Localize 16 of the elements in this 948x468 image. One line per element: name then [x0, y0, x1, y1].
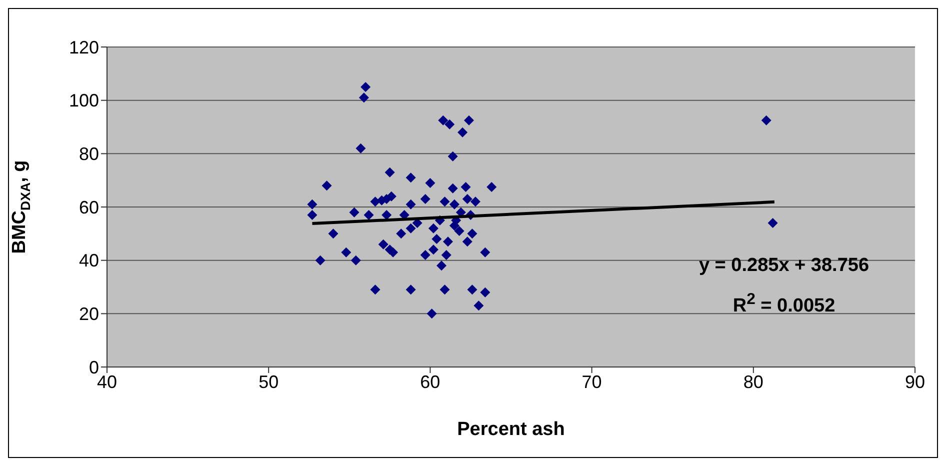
- x-axis-title: Percent ash: [457, 419, 565, 440]
- y-tick-label: 0: [88, 357, 99, 378]
- annotation: R$^{2}$ = 0.0052: [732, 290, 836, 318]
- x-tick-label: 40: [96, 372, 118, 392]
- x-tick-label: 50: [258, 372, 279, 392]
- y-tick-label: 80: [78, 144, 99, 164]
- y-tick-label: 40: [78, 250, 99, 271]
- annotation: y = 0.285x + 38.756: [698, 254, 870, 278]
- x-tick-label: 90: [904, 372, 926, 392]
- y-tick-label: 20: [78, 304, 99, 324]
- y-tick-label: 120: [68, 37, 99, 58]
- y-tick-label: 100: [68, 90, 99, 111]
- y-tick-label: 60: [78, 197, 99, 218]
- x-tick-label: 60: [420, 372, 440, 392]
- x-tick-label: 70: [582, 372, 602, 392]
- x-tick-label: 80: [743, 372, 764, 392]
